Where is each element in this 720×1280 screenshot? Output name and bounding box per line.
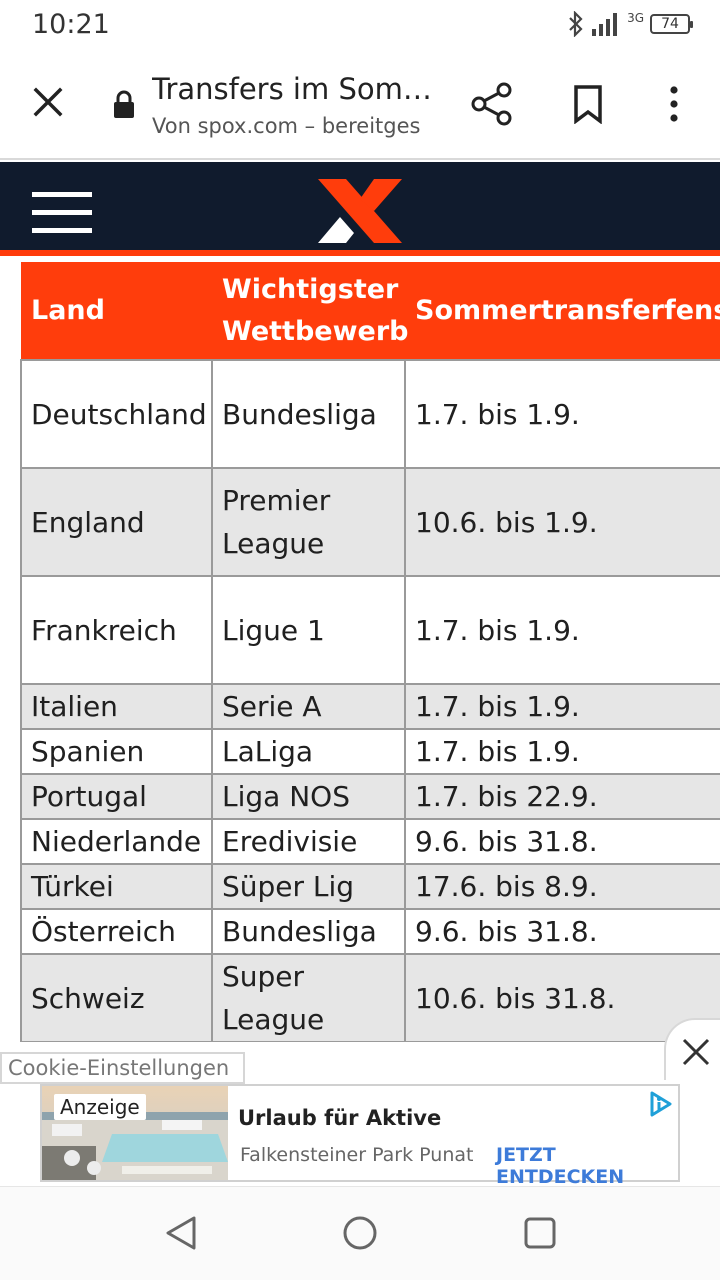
cell-land: Österreich: [20, 908, 213, 955]
table-row: Schweiz Super League 10.6. bis 31.8.: [20, 953, 720, 1042]
ad-close-button[interactable]: [664, 1018, 720, 1080]
signal-icon: [592, 13, 618, 36]
table-row: Spanien LaLiga 1.7. bis 1.9.: [20, 728, 720, 775]
share-icon[interactable]: [470, 82, 514, 126]
cell-zeitraum: 9.6. bis 31.8.: [404, 818, 720, 865]
header-wettbewerb-line2: Wettbewerb: [222, 315, 409, 347]
cell-land: Italien: [20, 683, 213, 730]
page-url: Von spox.com – bereitges: [152, 114, 421, 138]
cell-land: Frankreich: [20, 575, 213, 685]
ad-label: Anzeige: [54, 1094, 146, 1120]
network-type-icon: 3G: [627, 11, 644, 25]
ad-image[interactable]: Anzeige: [42, 1086, 228, 1180]
cell-zeitraum: 9.6. bis 31.8.: [404, 908, 720, 955]
browser-toolbar: Transfers im Som… Von spox.com – bereitg…: [0, 50, 720, 160]
site-header: [0, 162, 720, 256]
cell-land: Portugal: [20, 773, 213, 820]
cell-liga: Bundesliga: [211, 359, 406, 469]
status-bar: 10:21 3G 74: [0, 0, 720, 50]
header-wettbewerb-line1: Wichtigster: [222, 273, 399, 305]
cell-zeitraum: 1.7. bis 22.9.: [404, 773, 720, 820]
cell-zeitraum: 10.6. bis 31.8.: [404, 953, 720, 1042]
bookmark-icon[interactable]: [570, 84, 606, 124]
ad-subtitle: Falkensteiner Park Punat: [240, 1144, 474, 1166]
cell-liga-line2: League: [222, 1003, 325, 1036]
cell-liga: Liga NOS: [211, 773, 406, 820]
cell-liga: Ligue 1: [211, 575, 406, 685]
cell-liga-line2: League: [222, 527, 325, 560]
lock-icon: [114, 90, 134, 118]
table-row: England Premier League 10.6. bis 1.9.: [20, 467, 720, 577]
cell-land: Schweiz: [20, 953, 213, 1042]
header-wettbewerb: Wichtigster Wettbewerb: [212, 262, 409, 360]
header-land: Land: [21, 262, 212, 360]
more-options-icon[interactable]: [660, 84, 688, 124]
cell-zeitraum: 1.7. bis 1.9.: [404, 683, 720, 730]
cell-liga: LaLiga: [211, 728, 406, 775]
cell-liga: Eredivisie: [211, 818, 406, 865]
bluetooth-icon: [569, 11, 583, 37]
spox-logo-icon[interactable]: [316, 179, 404, 243]
table-row: Italien Serie A 1.7. bis 1.9.: [20, 683, 720, 730]
battery-icon: 74: [650, 14, 693, 34]
cell-zeitraum: 1.7. bis 1.9.: [404, 575, 720, 685]
close-icon: [682, 1038, 710, 1066]
cell-land: England: [20, 467, 213, 577]
cell-zeitraum: 1.7. bis 1.9.: [404, 728, 720, 775]
cell-liga: Süper Lig: [211, 863, 406, 910]
home-icon[interactable]: [342, 1215, 378, 1251]
page-title: Transfers im Som…: [152, 72, 432, 106]
status-time: 10:21: [32, 9, 110, 40]
ad-title[interactable]: Urlaub für Aktive: [238, 1106, 442, 1130]
cell-liga: Super League: [211, 953, 406, 1042]
cell-liga: Bundesliga: [211, 908, 406, 955]
adchoices-icon[interactable]: [648, 1090, 674, 1118]
table-row: Österreich Bundesliga 9.6. bis 31.8.: [20, 908, 720, 955]
hamburger-menu-icon[interactable]: [32, 192, 92, 234]
system-navigation-bar: [0, 1186, 720, 1280]
close-icon[interactable]: [28, 82, 68, 122]
table-row: Frankreich Ligue 1 1.7. bis 1.9.: [20, 575, 720, 685]
cell-zeitraum: 10.6. bis 1.9.: [404, 467, 720, 577]
cell-land: Türkei: [20, 863, 213, 910]
cell-land: Niederlande: [20, 818, 213, 865]
table-row: Türkei Süper Lig 17.6. bis 8.9.: [20, 863, 720, 910]
table-row: Portugal Liga NOS 1.7. bis 22.9.: [20, 773, 720, 820]
cell-zeitraum: 17.6. bis 8.9.: [404, 863, 720, 910]
recents-icon[interactable]: [524, 1217, 556, 1249]
cookie-settings-link[interactable]: Cookie-Einstellungen: [0, 1052, 245, 1084]
cell-land: Spanien: [20, 728, 213, 775]
transfer-table-container: Land Wichtigster Wettbewerb Sommertransf…: [20, 262, 720, 1042]
cell-land: Deutschland: [20, 359, 213, 469]
battery-level: 74: [661, 16, 679, 32]
cell-liga-line1: Premier: [222, 484, 331, 517]
cell-zeitraum: 1.7. bis 1.9.: [404, 359, 720, 469]
status-icons: 3G 74: [567, 11, 693, 37]
ad-cta-button[interactable]: JETZT ENTDECKEN: [496, 1144, 625, 1188]
cell-liga: Premier League: [211, 467, 406, 577]
table-header-row: Land Wichtigster Wettbewerb Sommertransf…: [21, 262, 720, 360]
back-icon[interactable]: [164, 1215, 198, 1251]
transfer-table: Land Wichtigster Wettbewerb Sommertransf…: [20, 262, 720, 1042]
cell-liga: Serie A: [211, 683, 406, 730]
header-transferfenster: Sommertransferfenster: [405, 262, 720, 360]
cell-liga-line1: Super: [222, 960, 305, 993]
table-row: Niederlande Eredivisie 9.6. bis 31.8.: [20, 818, 720, 865]
table-row: Deutschland Bundesliga 1.7. bis 1.9.: [20, 359, 720, 469]
ad-banner[interactable]: Anzeige Urlaub für Aktive Falkensteiner …: [40, 1084, 680, 1188]
